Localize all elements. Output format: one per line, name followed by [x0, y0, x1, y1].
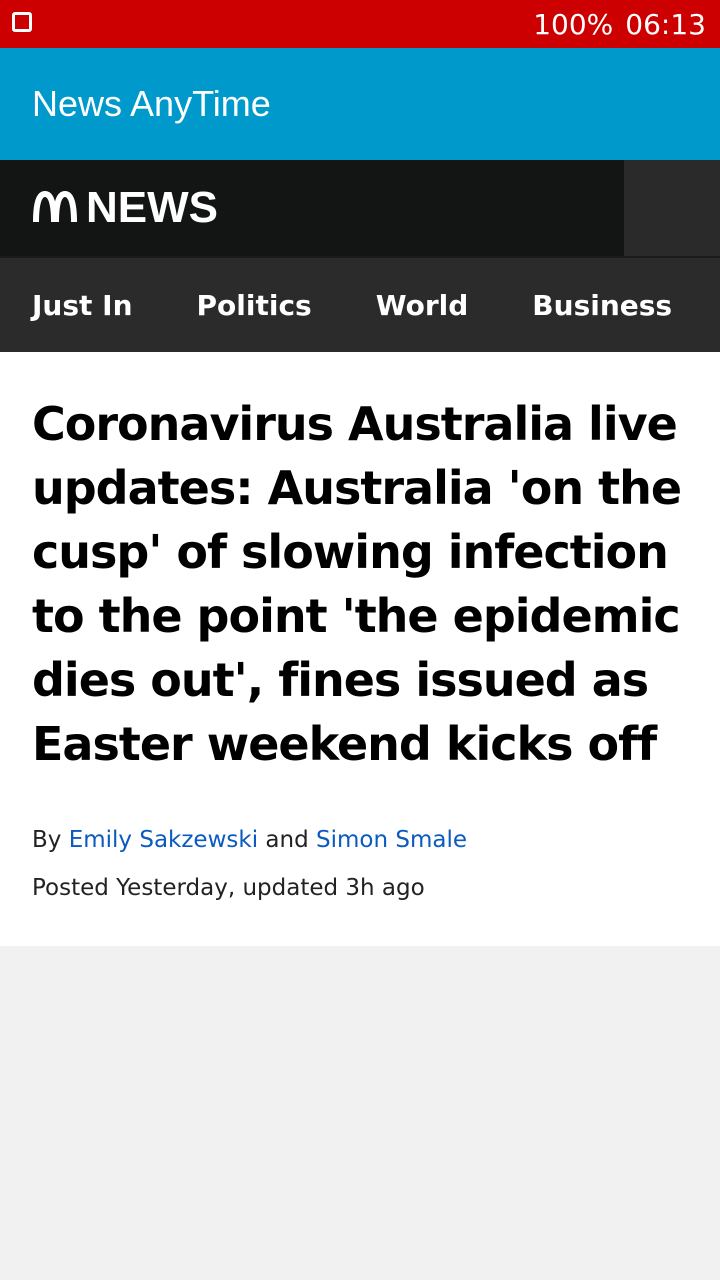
- time: 06:13: [625, 7, 706, 41]
- byline-joiner: and: [265, 827, 309, 853]
- header-block: [624, 160, 720, 256]
- app-bar: News AnyTime: [0, 48, 720, 160]
- abc-logo: [33, 190, 77, 223]
- posted: Posted Yesterday, updated 3h ago: [32, 875, 425, 901]
- nav-bar: Just InPoliticsWorldBusinessAnal: [0, 256, 720, 352]
- nav-item[interactable]: Business: [532, 288, 673, 322]
- article: Coronavirus Australia live updates: Aust…: [0, 352, 720, 946]
- gallery-icon: [12, 12, 32, 32]
- logo-text[interactable]: NEWS: [86, 183, 218, 232]
- battery: 100%: [533, 7, 614, 41]
- byline-prefix: By: [32, 827, 62, 853]
- headline: Coronavirus Australia live updates: Aust…: [32, 397, 682, 771]
- byline: By Emily Sakzewski and Simon Smale: [32, 816, 688, 864]
- nav-item[interactable]: World: [375, 288, 469, 322]
- author-link[interactable]: Simon Smale: [316, 827, 467, 853]
- app-title: News AnyTime: [32, 83, 271, 124]
- author-link[interactable]: Emily Sakzewski: [68, 827, 259, 853]
- nav-item[interactable]: Just In: [32, 288, 133, 322]
- status-bar: 100% 06:13: [0, 0, 720, 48]
- nav-item[interactable]: Politics: [196, 288, 312, 322]
- site-header: NEWS: [0, 160, 720, 256]
